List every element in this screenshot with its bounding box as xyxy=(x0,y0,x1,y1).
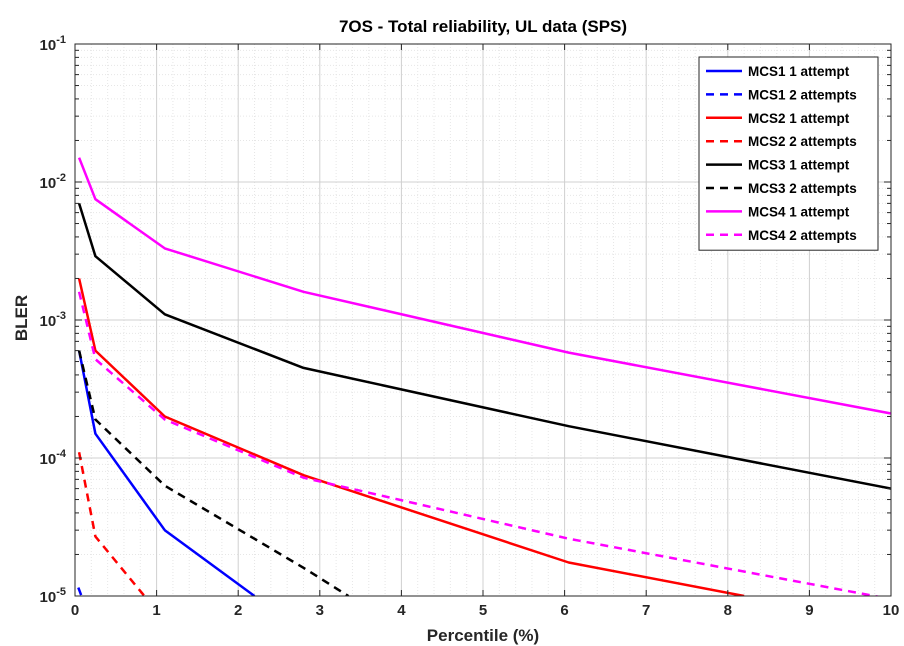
y-tick-label: 10-4 xyxy=(40,448,67,468)
legend-label-mcs3-1-attempt: MCS3 1 attempt xyxy=(748,158,850,173)
y-tick-label: 10-5 xyxy=(40,586,66,606)
legend-label-mcs3-2-attempts: MCS3 2 attempts xyxy=(748,181,857,196)
series-line-mcs4-2-attempts xyxy=(77,291,882,596)
x-tick-label: 5 xyxy=(479,602,487,619)
legend-label-mcs1-2-attempts: MCS1 2 attempts xyxy=(748,87,857,102)
series-line-mcs3-1-attempt xyxy=(77,203,891,490)
chart-title: 7OS - Total reliability, UL data (SPS) xyxy=(339,17,627,36)
legend-label-mcs2-2-attempts: MCS2 2 attempts xyxy=(748,134,857,149)
y-axis-title: BLER xyxy=(12,295,31,341)
x-tick-label: 1 xyxy=(152,602,160,619)
x-tick-labels: 0 1 2 3 4 5 6 7 8 9 10 xyxy=(71,602,900,619)
series-line-mcs2-1-attempt xyxy=(77,278,745,596)
series-line-mcs4-1-attempt xyxy=(77,157,891,415)
legend-label-mcs2-1-attempt: MCS2 1 attempt xyxy=(748,111,850,126)
x-tick-label: 6 xyxy=(560,602,568,619)
x-tick-label: 4 xyxy=(397,602,406,619)
y-tick-label: 10-3 xyxy=(40,310,66,330)
x-tick-label: 0 xyxy=(71,602,79,619)
x-tick-label: 2 xyxy=(234,602,242,619)
series-layer xyxy=(77,157,891,596)
y-tick-labels: 10-5 10-4 10-3 10-2 10-1 xyxy=(40,34,67,606)
legend-label-mcs4-2-attempts: MCS4 2 attempts xyxy=(748,228,857,243)
legend-label-mcs4-1-attempt: MCS4 1 attempt xyxy=(748,204,850,219)
series-line-mcs3-2-attempts xyxy=(77,350,350,596)
series-line-mcs2-2-attempts xyxy=(77,452,146,596)
x-tick-label: 7 xyxy=(642,602,650,619)
y-tick-label: 10-1 xyxy=(40,34,66,54)
x-tick-label: 9 xyxy=(805,602,813,619)
legend-box xyxy=(698,56,879,251)
x-tick-label: 8 xyxy=(724,602,732,619)
x-axis-title: Percentile (%) xyxy=(427,626,539,645)
series-line-mcs1-2-attempts xyxy=(77,587,83,596)
x-tick-label: 3 xyxy=(316,602,324,619)
series-line-mcs1-1-attempt xyxy=(77,350,256,596)
x-tick-label: 10 xyxy=(883,602,900,619)
series-group xyxy=(77,157,891,596)
y-tick-label: 10-2 xyxy=(40,172,66,192)
legend: MCS1 1 attempt MCS1 2 attempts MCS2 1 atte… xyxy=(698,56,879,251)
legend-label-mcs1-1-attempt: MCS1 1 attempt xyxy=(748,64,850,79)
axis-ticks xyxy=(74,43,892,597)
